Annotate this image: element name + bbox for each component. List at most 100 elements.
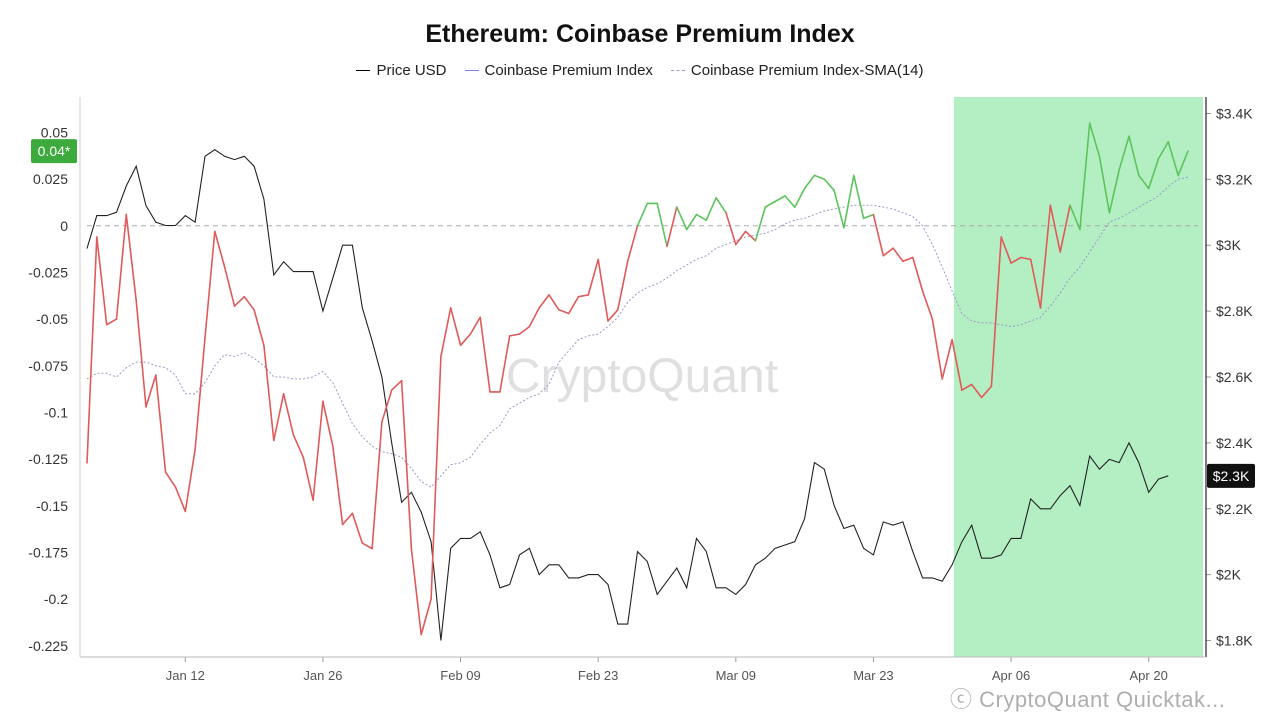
premium-segment [734, 230, 747, 246]
right-tick-label: $2.6K [1216, 369, 1253, 385]
premium-segment [538, 294, 550, 309]
premium-segment [951, 338, 963, 391]
premium-segment [1039, 204, 1052, 309]
premium-segment [793, 187, 806, 208]
legend-item-price[interactable]: Price USD [356, 62, 447, 79]
premium-segment [243, 295, 255, 311]
premium-segment [331, 445, 344, 526]
premium-segment [400, 379, 413, 550]
premium-segment [508, 333, 521, 337]
premium-segment [1118, 135, 1130, 171]
premium-segment [764, 200, 776, 208]
axes: 0.05 0.025 0 -0.025 -0.05 -0.075 -0.1 -0.125 -0.… [28, 97, 1253, 683]
premium-segment [351, 512, 364, 544]
premium-segment [941, 338, 953, 380]
legend-item-sma[interactable]: Coinbase Premium Index-SMA(14) [670, 62, 924, 79]
legend-label-price: Price USD [376, 62, 447, 79]
x-tick-label: Feb 09 [440, 668, 480, 683]
premium-segment [852, 174, 865, 220]
left-tick-label: -0.2 [44, 591, 68, 607]
premium-segment [597, 258, 609, 322]
premium-segment [1010, 256, 1022, 264]
x-tick-label: Jan 26 [303, 668, 342, 683]
premium-segment [204, 230, 216, 339]
price-line [86, 149, 1169, 641]
premium-segment [725, 211, 737, 246]
premium-segment [892, 247, 904, 263]
premium-segment [695, 213, 708, 221]
premium-segment [518, 325, 531, 335]
premium-segment [96, 236, 108, 326]
premium-segment [754, 206, 767, 242]
premium-segment [744, 230, 757, 242]
premium-segment [302, 456, 314, 502]
premium-segment [548, 294, 560, 311]
sma-line [86, 176, 1189, 488]
right-tick-label: $3K [1216, 237, 1242, 253]
premium-segment [292, 434, 305, 459]
legend-item-premium[interactable]: Coinbase Premium Index [464, 62, 653, 79]
legend-label-premium: Coinbase Premium Index [484, 62, 653, 79]
premium-segment [980, 385, 993, 399]
premium-segment [214, 230, 226, 268]
premium-segment [636, 202, 649, 227]
right-tick-label: $2.2K [1216, 501, 1253, 517]
premium-segment [125, 213, 137, 302]
premium-segment [174, 486, 187, 513]
value-badges: 0.04* $2.3K [31, 139, 1255, 488]
left-tick-label: -0.05 [36, 311, 68, 327]
premium-segment [577, 294, 590, 298]
premium-segment [322, 400, 334, 447]
premium-segment [194, 336, 206, 451]
premium-segment [1069, 204, 1081, 231]
legend-swatch-price [356, 70, 371, 71]
left-tick-label: -0.125 [28, 451, 68, 467]
premium-segment [872, 213, 885, 257]
premium-segment [666, 206, 678, 248]
right-tick-label: $2.8K [1216, 303, 1253, 319]
legend-swatch-sma [670, 70, 685, 71]
premium-segment [115, 213, 128, 320]
premium-segment [1059, 204, 1071, 253]
price-badge-label: $2.3K [1213, 468, 1250, 484]
left-tick-label: -0.225 [28, 638, 68, 654]
premium-segment [843, 174, 855, 229]
premium-segment [1167, 141, 1179, 177]
premium-segment [272, 392, 285, 442]
premium-segment [440, 307, 452, 358]
premium-segment [656, 202, 668, 248]
premium-segment [882, 247, 894, 257]
premium-segment [479, 316, 491, 393]
premium-segment [341, 512, 354, 526]
left-tick-label: -0.15 [36, 498, 68, 514]
premium-segment [911, 256, 924, 292]
premium-segment [931, 318, 944, 380]
premium-segment [970, 383, 983, 399]
premium-segment [253, 308, 265, 347]
premium-segment [135, 299, 147, 408]
premium-segment [607, 308, 619, 322]
right-tick-label: $2K [1216, 567, 1242, 583]
highlight-region [953, 97, 1203, 657]
premium-segment [282, 392, 295, 436]
right-tick-label: $1.8K [1216, 633, 1253, 649]
footer-note: ⓒ CryptoQuant Quicktak... [950, 687, 1226, 712]
premium-segment [164, 471, 177, 488]
premium-segment [902, 256, 914, 263]
premium-segment [803, 174, 816, 190]
premium-segment [390, 379, 403, 391]
premium-segment [1088, 122, 1101, 158]
legend: Price USD Coinbase Premium Index Coinbas… [0, 62, 1280, 79]
left-tick-label: -0.1 [44, 404, 68, 420]
x-tick-label: Jan 12 [166, 668, 205, 683]
premium-segment [626, 225, 639, 263]
premium-segment [558, 308, 570, 315]
premium-badge [31, 139, 77, 164]
premium-segment [1029, 258, 1042, 309]
premium-segment [587, 258, 600, 296]
right-tick-label: $3.2K [1216, 171, 1253, 187]
x-tick-label: Apr 06 [992, 668, 1030, 683]
premium-segment [528, 307, 541, 328]
premium-segment [459, 333, 472, 347]
